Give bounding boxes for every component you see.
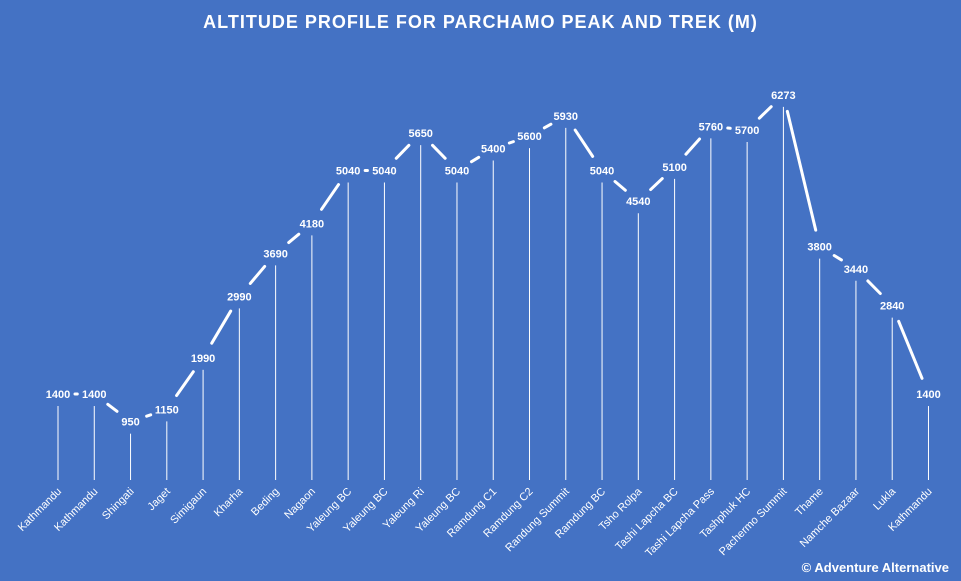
data-label: 1400 [916,389,940,401]
data-label: 950 [121,417,139,429]
series-segment [897,319,924,380]
drop-lines [57,106,929,480]
data-label: 3440 [844,264,868,276]
series-segment [394,143,411,160]
series-segment [175,370,195,397]
data-labels: 1400 1400 950 1150 1990 2990 3690 4180 5040 5040 5… [46,90,941,429]
data-label: 5760 [699,121,723,133]
category-label: Tashi Lapcha BC [613,486,680,553]
category-label: Randung Summit [503,486,572,555]
series-segment [785,109,818,232]
data-label: 1400 [82,389,106,401]
data-label: 5400 [481,143,505,155]
category-label: Pachermo Summit [717,486,789,558]
series-segment [757,105,773,120]
series-segment [106,402,119,413]
data-label: 5100 [662,162,686,174]
data-label: 3800 [807,242,831,254]
data-label: 2840 [880,301,904,313]
data-label: 1150 [155,404,179,416]
category-label: Jaget [145,486,173,514]
category-label: Lukla [871,485,899,513]
category-label: Simigaun [168,486,209,527]
data-label: 5600 [517,131,541,143]
category-label: Tashi Lapcha Pass [643,485,717,559]
series-segment [649,177,664,192]
category-label: Beding [249,486,282,519]
data-label: 1990 [191,353,215,365]
data-label: 5040 [590,166,614,178]
category-label: Nagaon [282,486,318,522]
series-segment [866,279,882,296]
series-segment [320,183,341,211]
category-label: Thame [793,486,826,519]
series-segment [573,128,595,158]
series-segment [248,264,267,285]
data-label: 1400 [46,389,70,401]
data-label: 5040 [372,166,396,178]
series-segment [469,155,481,164]
series-segment [542,122,553,130]
series-segment [287,232,301,245]
series-segment [613,180,627,192]
data-label: 6273 [771,90,795,102]
series-segment [684,137,702,156]
data-label: 5930 [554,111,578,123]
chart-title: ALTITUDE PROFILE FOR PARCHAMO PEAK AND T… [203,12,758,32]
data-label: 5650 [408,128,432,140]
data-label: 4540 [626,196,650,208]
series-segment [145,413,153,418]
category-label: Kharha [212,485,246,519]
series-segment [431,143,447,160]
series-segment [507,140,515,145]
copyright-label: © Adventure Alternative [801,560,949,575]
series-segment [832,254,843,262]
data-label: 2990 [227,291,251,303]
data-label: 5040 [445,166,469,178]
series-line [73,105,924,418]
data-label: 5700 [735,125,759,137]
data-label: 5040 [336,166,360,178]
category-label: Shingati [100,486,137,523]
series-segment [210,309,233,345]
data-label: 3690 [263,248,287,260]
data-label: 4180 [300,218,324,230]
